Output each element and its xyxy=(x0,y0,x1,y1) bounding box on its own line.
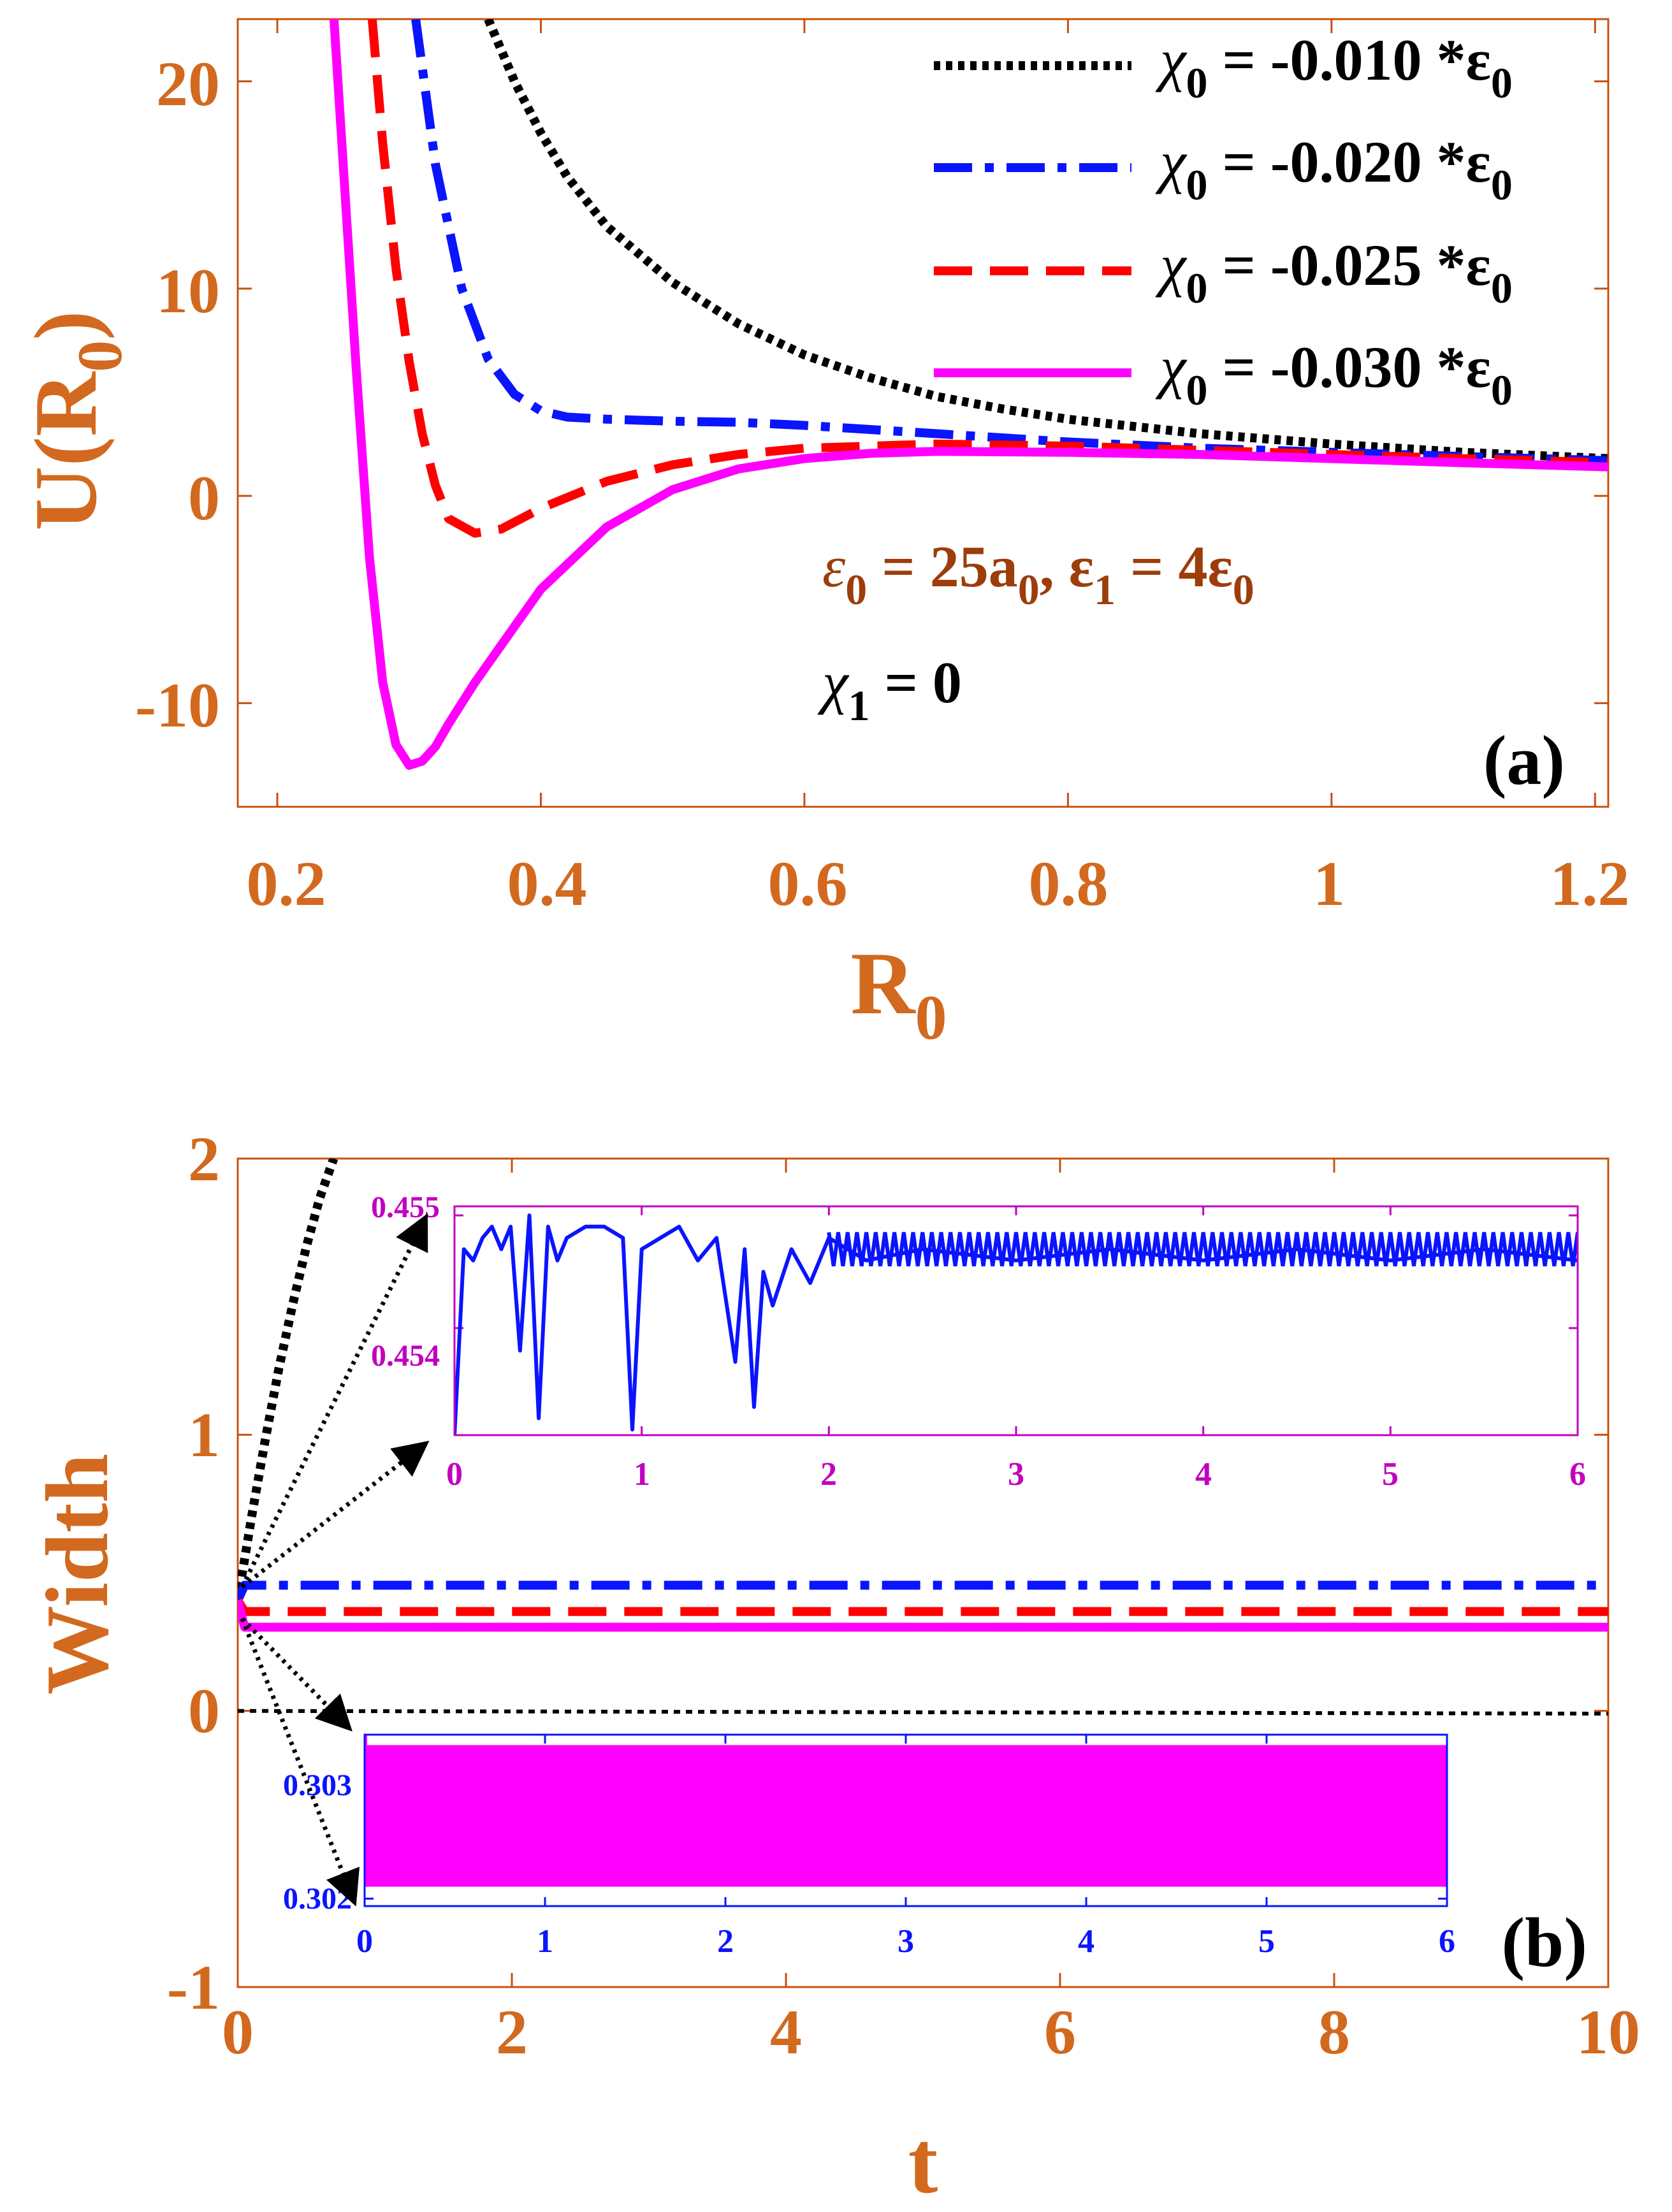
x-tick-label: 0.2 xyxy=(247,848,326,919)
panel-a-x-tick-labels: 0.2 0.4 0.6 0.8 1 1.2 xyxy=(247,848,1630,919)
y-tick-label: -1 xyxy=(167,1952,220,2023)
y-tick-label: 0 xyxy=(188,1675,220,1746)
x-tick-label: 5 xyxy=(1258,1923,1275,1960)
zoom-arrow xyxy=(240,1213,428,1588)
inset-top-series xyxy=(454,1213,1578,1435)
panel-a-ticks xyxy=(238,19,1608,807)
x-tick-label: 1 xyxy=(634,1456,650,1493)
series-dashed-line xyxy=(238,1598,1608,1616)
x-tick-label: 6 xyxy=(1044,1997,1076,2067)
panel-b-x-tick-labels: 0 2 4 6 8 10 xyxy=(222,1997,1640,2067)
panel-a-frame xyxy=(236,18,1610,808)
y-tick-label: 0.302 xyxy=(283,1882,352,1916)
panel-a-legend: χ0 = -0.010 *ε0 χ0 = -0.020 *ε0 χ0 = -0.… xyxy=(934,27,1513,414)
panel-a: 0.2 0.4 0.6 0.8 1 1.2 20 10 0 -10 R0 U(R… xyxy=(17,18,1630,1053)
inset-bottom-x-tick-labels: 0 1 2 3 4 5 6 xyxy=(356,1923,1455,1960)
y-tick-label: 10 xyxy=(156,256,220,326)
x-tick-label: 2 xyxy=(820,1456,837,1493)
y-tick-label: 0.454 xyxy=(371,1339,440,1373)
x-tick-label: 3 xyxy=(1008,1456,1024,1493)
x-tick-label: 0.8 xyxy=(1029,848,1109,919)
x-tick-label: 0 xyxy=(222,1997,254,2067)
series-dashdot-line xyxy=(411,19,1608,465)
series-band xyxy=(365,1745,1447,1887)
x-tick-label: 10 xyxy=(1576,1997,1640,2067)
y-tick-label: 2 xyxy=(188,1124,220,1194)
legend-entry-black: χ0 = -0.010 *ε0 xyxy=(934,27,1513,107)
x-tick-label: 4 xyxy=(1195,1456,1212,1493)
panel-a-x-axis-label: R0 xyxy=(850,934,947,1053)
inset-bottom: 0 1 2 3 4 5 6 0.303 0.302 xyxy=(283,1733,1455,1960)
y-tick-label: 20 xyxy=(156,48,220,119)
series-dashdot-line xyxy=(238,1580,1608,1603)
inset-bottom-frame xyxy=(363,1733,1448,1907)
x-tick-label: 4 xyxy=(1078,1923,1094,1960)
x-tick-label: 1.2 xyxy=(1550,848,1630,919)
y-tick-label: 0.455 xyxy=(371,1190,440,1224)
zoom-arrows xyxy=(240,1213,430,1907)
inset-top-x-tick-labels: 0 1 2 3 4 5 6 xyxy=(446,1456,1586,1493)
x-tick-label: 0.4 xyxy=(507,848,587,919)
x-tick-label: 8 xyxy=(1318,1997,1350,2067)
x-tick-label: 1 xyxy=(537,1923,553,1960)
x-tick-label: 6 xyxy=(1569,1456,1586,1493)
panel-b-frame xyxy=(236,1157,1610,1988)
series-dotted-line xyxy=(238,1709,1608,1716)
panel-b-x-axis-label: t xyxy=(908,2113,938,2212)
annotation-chi1: χ1 = 0 xyxy=(817,650,962,730)
x-tick-label: 6 xyxy=(1439,1923,1455,1960)
inset-top: 0 1 2 3 4 5 6 0.455 0.454 xyxy=(371,1190,1586,1493)
series-dotted-line xyxy=(484,19,1608,463)
panel-a-label: (a) xyxy=(1483,721,1565,799)
x-tick-label: 1 xyxy=(1313,848,1345,919)
x-tick-label: 0.6 xyxy=(768,848,848,919)
legend-label: χ0 = -0.010 *ε0 xyxy=(1155,27,1513,107)
legend-label: χ0 = -0.030 *ε0 xyxy=(1155,335,1513,414)
panel-b-y-tick-labels: 2 1 0 -1 xyxy=(167,1124,220,2023)
inset-bottom-y-tick-labels: 0.303 0.302 xyxy=(283,1768,352,1916)
zoom-arrow xyxy=(240,1617,360,1907)
panel-b-y-axis-label: Width xyxy=(28,1454,127,1695)
y-tick-label: 0.303 xyxy=(283,1768,352,1802)
x-tick-label: 0 xyxy=(446,1456,463,1493)
y-tick-label: -10 xyxy=(135,670,220,741)
zoom-arrow xyxy=(240,1617,353,1732)
series-dashed-line xyxy=(367,19,1608,538)
y-tick-label: 1 xyxy=(188,1399,220,1470)
x-tick-label: 4 xyxy=(770,1997,802,2067)
y-tick-label: 0 xyxy=(188,463,220,533)
panel-b: 0 2 4 6 8 10 2 1 0 -1 t Width (b) 0 1 2 … xyxy=(28,1124,1640,2212)
legend-label: χ0 = -0.020 *ε0 xyxy=(1155,129,1513,209)
panel-a-y-axis-label: U(R0) xyxy=(17,310,135,530)
x-tick-label: 2 xyxy=(496,1997,528,2067)
inset-top-y-tick-labels: 0.455 0.454 xyxy=(371,1190,440,1373)
inset-bottom-series xyxy=(365,1735,1447,1887)
legend-entry-magenta: χ0 = -0.030 *ε0 xyxy=(934,335,1513,414)
x-tick-label: 2 xyxy=(717,1923,734,1960)
x-tick-label: 3 xyxy=(898,1923,914,1960)
series-oscillation-line xyxy=(827,1232,1578,1267)
legend-entry-red: χ0 = -0.025 *ε0 xyxy=(934,233,1513,312)
panel-a-y-tick-labels: 20 10 0 -10 xyxy=(135,48,220,741)
series-solid-line xyxy=(329,19,1608,770)
legend-entry-blue: χ0 = -0.020 *ε0 xyxy=(934,129,1513,209)
zoom-arrow xyxy=(240,1440,430,1589)
series-dotted-line xyxy=(238,1159,338,1601)
inset-top-frame xyxy=(453,1205,1579,1436)
panel-a-series xyxy=(329,19,1608,770)
panel-b-label: (b) xyxy=(1502,1904,1587,1981)
legend-label: χ0 = -0.025 *ε0 xyxy=(1155,233,1513,312)
annotation-epsilon-params: ε0 = 25a0, ε1 = 4ε0 xyxy=(822,534,1254,614)
x-tick-label: 5 xyxy=(1382,1456,1399,1493)
x-tick-label: 0 xyxy=(356,1923,373,1960)
